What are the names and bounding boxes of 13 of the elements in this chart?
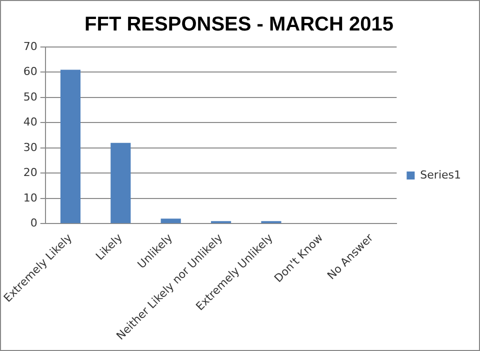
y-tick-label: 0 [30,216,38,230]
y-tick-label: 20 [23,166,38,180]
chart-title: FFT RESPONSES - MARCH 2015 [84,14,394,36]
y-tick-label: 30 [23,140,38,154]
bar [110,142,131,224]
legend-label: Series1 [420,168,461,182]
y-tick-label: 40 [23,116,38,129]
y-tick-label: 70 [23,40,38,53]
bar [160,218,181,224]
y-tick-label: 60 [23,65,38,78]
y-tick-label: 10 [23,191,38,204]
y-tick-label: 50 [23,90,38,104]
bar [60,70,80,224]
